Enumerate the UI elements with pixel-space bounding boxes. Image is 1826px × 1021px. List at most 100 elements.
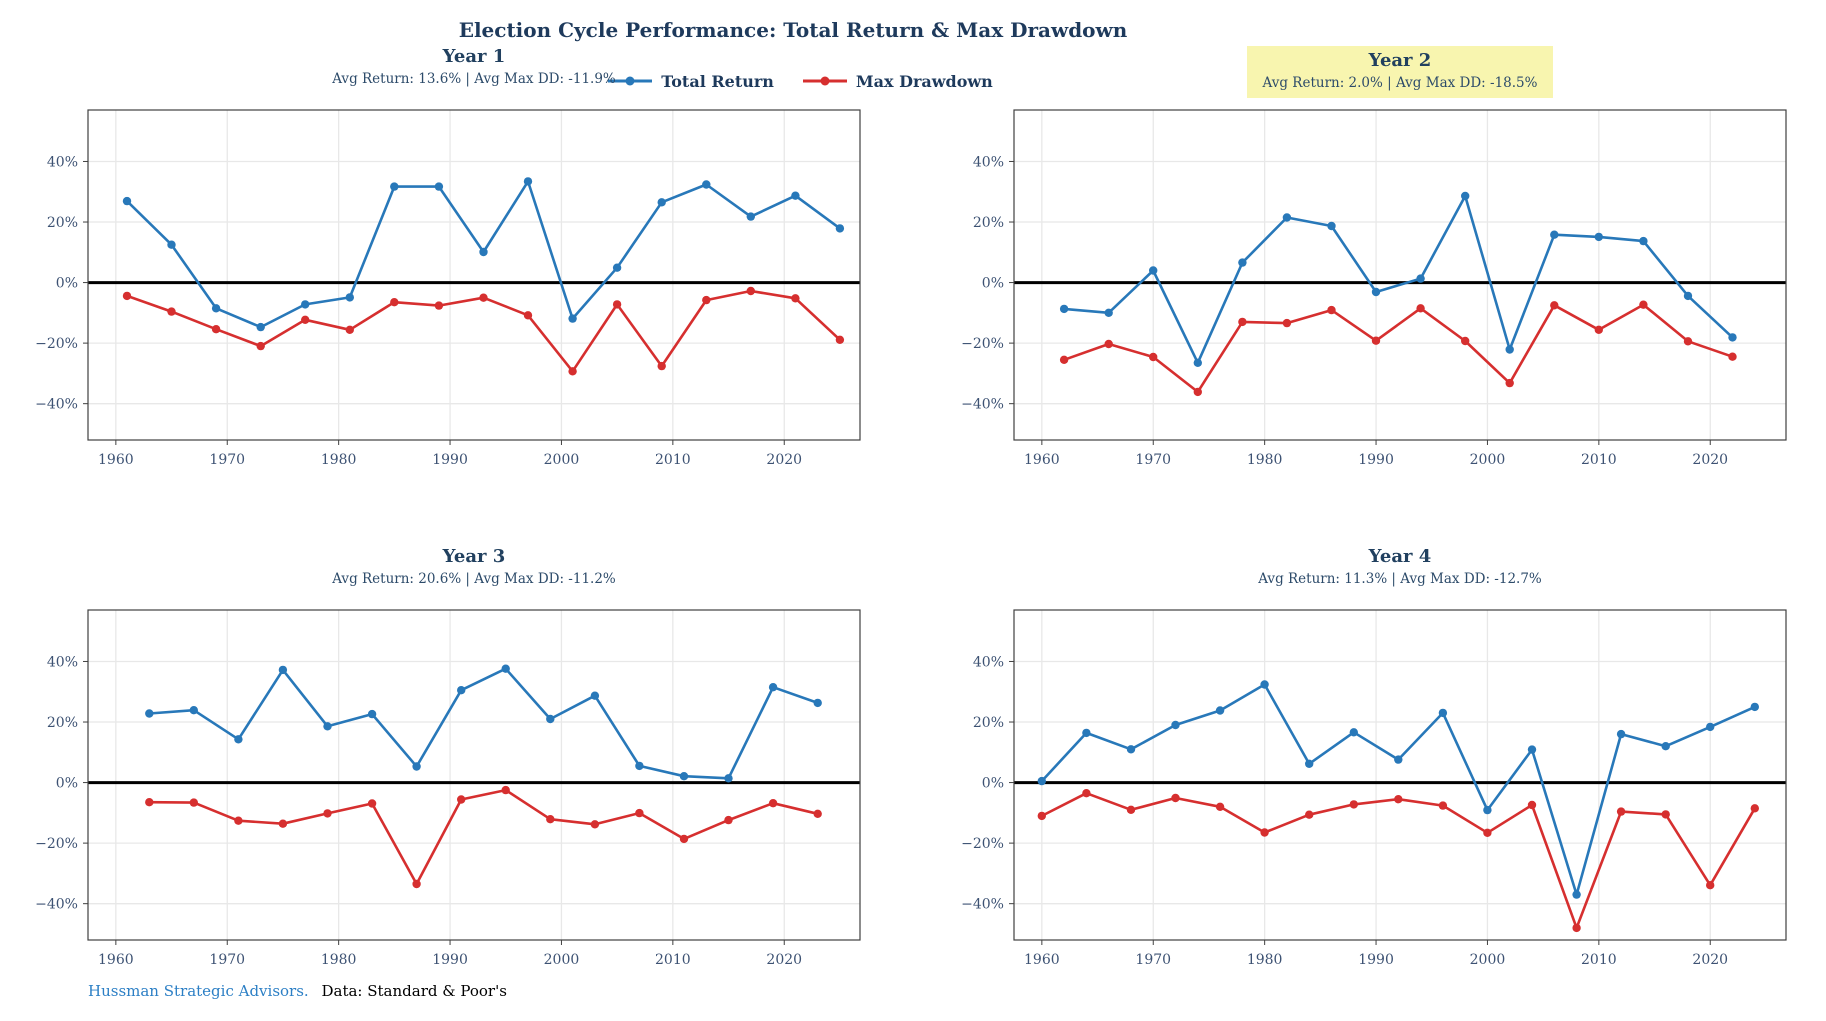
data-point-marker: [1059, 355, 1069, 364]
legend-label-total-return: Total Return: [661, 72, 774, 91]
x-tick-label: 1980: [321, 452, 357, 468]
data-point-marker: [590, 691, 600, 700]
data-point-marker: [724, 774, 733, 783]
series-line-max-drawdown: [148, 788, 820, 886]
data-point-marker: [791, 191, 800, 200]
panel-year-3: Year 3 Avg Return: 20.6% | Avg Max DD: -…: [10, 546, 890, 984]
data-point-marker: [256, 341, 265, 351]
data-point-marker: [1572, 890, 1581, 899]
data-point-marker: [278, 819, 288, 828]
x-tick-label: 2010: [1581, 452, 1617, 468]
legend: Total Return Max Drawdown: [600, 72, 1000, 91]
data-point-marker: [1193, 387, 1202, 397]
data-point-marker: [679, 834, 689, 844]
x-tick-label: 2020: [766, 952, 802, 968]
data-point-marker: [234, 735, 243, 744]
plot-border: [87, 609, 861, 941]
y-tick-label: 40%: [47, 154, 78, 170]
panel-year-2: Year 2 Avg Return: 2.0% | Avg Max DD: -1…: [936, 46, 1816, 484]
max-drawdown-line-swatch-icon: [802, 72, 848, 91]
x-tick-label: 1970: [1135, 452, 1171, 468]
data-point-marker: [1104, 308, 1113, 317]
x-tick-label: 1990: [432, 952, 468, 968]
panel-header-year-1: Year 1 Avg Return: 13.6% | Avg Max DD: -…: [88, 46, 860, 104]
data-point-marker: [1550, 301, 1559, 310]
data-point-marker: [145, 709, 154, 718]
data-point-marker: [1416, 274, 1425, 283]
data-point-marker: [835, 224, 845, 233]
data-point-marker: [189, 706, 198, 715]
y-tick-label: 0%: [982, 276, 1004, 292]
data-point-marker: [479, 293, 488, 302]
panel-header-year-4: Year 4 Avg Return: 11.3% | Avg Max DD: -…: [1014, 546, 1786, 604]
data-point-marker: [345, 293, 354, 302]
legend-item-total-return: Total Return: [607, 72, 774, 91]
data-point-marker: [323, 722, 332, 731]
data-point-marker: [1594, 232, 1603, 242]
data-point-marker: [1349, 728, 1358, 737]
data-point-marker: [1126, 745, 1136, 754]
data-point-marker: [1171, 793, 1180, 803]
data-point-marker: [1171, 720, 1180, 730]
x-tick-label: 1960: [98, 452, 134, 468]
y-tick-label: 40%: [973, 654, 1004, 670]
x-tick-label: 1980: [321, 952, 357, 968]
x-tick-label: 2020: [1692, 452, 1728, 468]
data-point-marker: [1639, 236, 1648, 246]
data-point-marker: [813, 698, 822, 708]
data-point-marker: [1639, 300, 1648, 309]
y-tick-label: −40%: [35, 397, 78, 413]
data-point-marker: [390, 182, 399, 191]
data-point-marker: [1238, 317, 1247, 327]
footer-attribution-link[interactable]: Hussman Strategic Advisors.: [88, 982, 309, 1000]
y-tick-label: −40%: [35, 897, 78, 913]
data-point-marker: [367, 709, 377, 719]
panel-header-year-3: Year 3 Avg Return: 20.6% | Avg Max DD: -…: [88, 546, 860, 604]
y-tick-label: −40%: [961, 397, 1004, 413]
data-point-marker: [813, 809, 822, 818]
data-point-marker: [746, 212, 755, 221]
x-tick-label: 1960: [1024, 952, 1060, 968]
data-point-marker: [657, 198, 666, 207]
y-tick-label: −20%: [35, 836, 78, 852]
data-point-marker: [568, 367, 577, 376]
panel-header-year-2: Year 2 Avg Return: 2.0% | Avg Max DD: -1…: [1014, 46, 1786, 104]
plot-border: [87, 109, 861, 441]
footer: Hussman Strategic Advisors. Data: Standa…: [88, 982, 507, 1000]
data-point-marker: [546, 714, 555, 724]
x-tick-label: 1970: [209, 452, 245, 468]
chart-year-3: 1960 1970 1980 1990 2000 2010 2020 40% 20% 0% −20%…: [35, 609, 861, 968]
data-point-marker: [501, 785, 510, 795]
data-point-marker: [1082, 789, 1091, 798]
data-point-marker: [768, 683, 778, 692]
panel-title-year-1: Year 1: [442, 46, 506, 67]
data-point-marker: [145, 798, 154, 807]
x-tick-label: 1960: [98, 952, 134, 968]
data-point-marker: [1572, 923, 1581, 933]
data-point-marker: [746, 286, 755, 296]
data-point-marker: [702, 295, 711, 305]
data-point-marker: [724, 815, 733, 825]
data-point-marker: [390, 298, 399, 307]
chart-year-1: 1960 1970 1980 1990 2000 2010 2020 40% 20% 0% −20%…: [35, 109, 861, 468]
panel-title-year-4: Year 4: [1368, 546, 1432, 567]
series-line-total-return: [1062, 194, 1734, 365]
panel-subtitle-year-3: Avg Return: 20.6% | Avg Max DD: -11.2%: [332, 570, 616, 587]
plot-border: [1013, 109, 1787, 441]
data-point-marker: [167, 240, 176, 249]
panel-header-box-year-1: Year 1 Avg Return: 13.6% | Avg Max DD: -…: [332, 46, 616, 87]
data-point-marker: [657, 361, 666, 371]
data-point-marker: [479, 247, 488, 257]
x-tick-label: 2000: [544, 952, 580, 968]
data-point-marker: [1438, 801, 1448, 810]
data-point-marker: [234, 816, 243, 825]
data-point-marker: [211, 325, 221, 334]
data-point-marker: [1416, 304, 1425, 313]
data-point-marker: [1683, 337, 1693, 346]
data-point-marker: [1505, 378, 1514, 388]
data-point-marker: [1104, 339, 1113, 349]
y-tick-label: 20%: [47, 715, 78, 731]
data-point-marker: [1683, 291, 1693, 301]
data-point-marker: [1215, 706, 1225, 715]
panel-subtitle-year-2: Avg Return: 2.0% | Avg Max DD: -18.5%: [1262, 74, 1538, 91]
